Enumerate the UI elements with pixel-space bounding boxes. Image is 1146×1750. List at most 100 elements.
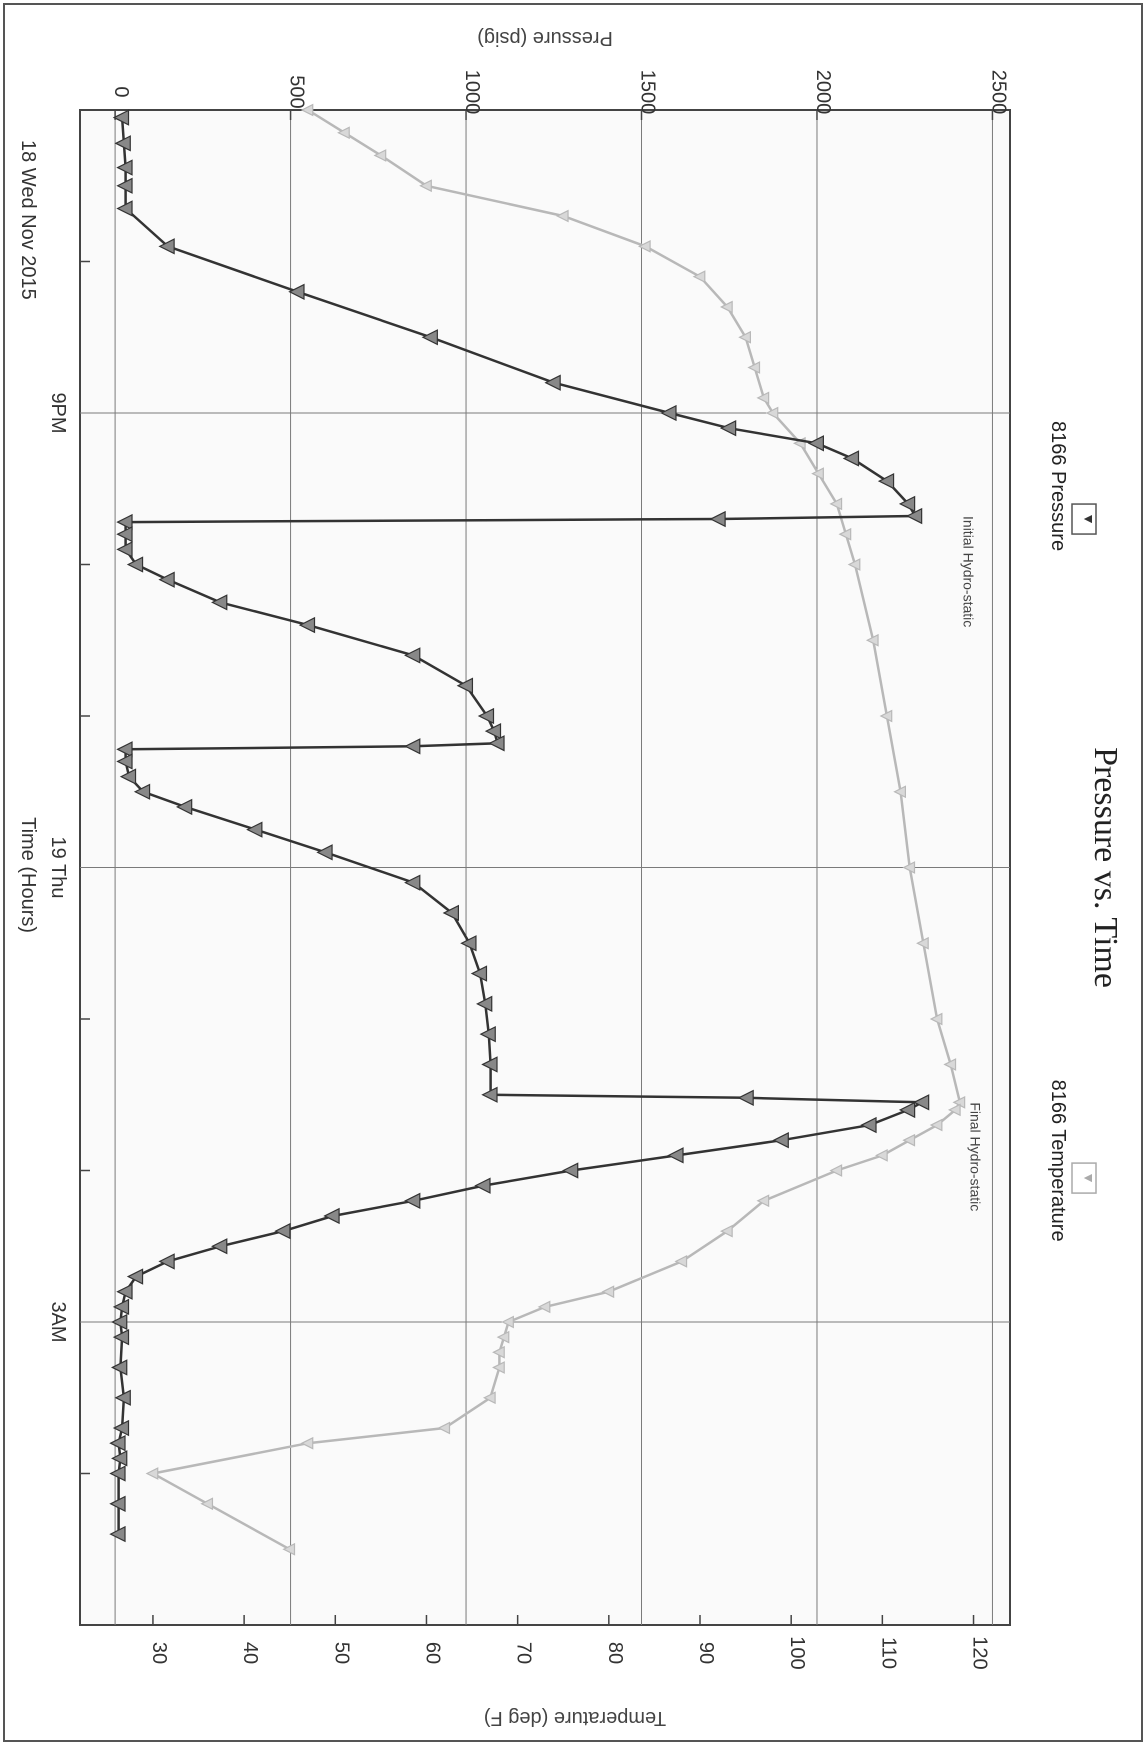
data-point xyxy=(421,329,438,346)
data-point xyxy=(720,300,733,314)
temperature-tick-label: 30 xyxy=(148,1642,170,1664)
data-point xyxy=(719,419,737,437)
data-point xyxy=(475,995,493,1013)
data-point xyxy=(893,785,906,799)
data-point xyxy=(807,435,824,452)
data-point xyxy=(860,1116,877,1134)
data-point xyxy=(496,1330,510,1344)
data-point xyxy=(737,1089,754,1106)
time-tick-label: 9PM xyxy=(47,392,69,433)
data-point xyxy=(482,1391,496,1405)
data-point xyxy=(561,1162,579,1179)
data-point xyxy=(637,239,651,253)
temperature-tick-label: 50 xyxy=(330,1642,352,1664)
data-point xyxy=(112,1328,130,1346)
data-point xyxy=(842,450,860,467)
data-point xyxy=(116,741,133,758)
data-point xyxy=(282,1542,296,1556)
data-point xyxy=(404,647,421,664)
data-point xyxy=(879,709,893,723)
data-point xyxy=(479,1025,496,1043)
legend-pressure-box xyxy=(1071,503,1097,535)
chart-title: Pressure vs. Time xyxy=(1087,747,1124,988)
data-point xyxy=(929,1118,943,1132)
legend-pressure-label: 8166 Pressure xyxy=(1047,421,1069,551)
data-point xyxy=(674,1255,688,1268)
legend-temperature-label: 8166 Temperature xyxy=(1047,1080,1069,1242)
data-point xyxy=(747,361,761,374)
data-point xyxy=(738,330,751,344)
data-point xyxy=(116,1283,133,1300)
temperature-tick-label: 90 xyxy=(695,1642,717,1664)
pressure-tick-label: 500 xyxy=(286,75,308,108)
data-point xyxy=(692,270,706,284)
data-point xyxy=(158,1253,175,1270)
data-point xyxy=(501,1315,514,1329)
data-point xyxy=(916,936,929,950)
data-point xyxy=(488,735,505,752)
data-point xyxy=(929,1012,943,1026)
data-point xyxy=(200,1497,214,1511)
data-point xyxy=(323,1207,340,1225)
data-point xyxy=(116,513,133,531)
temperature-tick-label: 60 xyxy=(421,1642,443,1664)
data-point xyxy=(474,1177,491,1194)
data-point xyxy=(709,510,726,528)
legend-pressure-marker-icon: ▼ xyxy=(1081,512,1097,526)
data-point xyxy=(116,159,133,176)
data-point xyxy=(112,109,130,126)
data-point xyxy=(112,1419,130,1437)
data-point xyxy=(288,283,305,300)
data-point xyxy=(246,821,263,838)
data-point xyxy=(175,798,193,816)
data-point xyxy=(112,1298,130,1316)
date-label: 18 Wed Nov 2015 xyxy=(17,140,39,300)
data-point xyxy=(544,374,561,391)
time-tick-label: 3AM xyxy=(47,1301,69,1342)
data-point xyxy=(404,1192,421,1209)
data-point xyxy=(437,1421,451,1435)
data-point xyxy=(902,1133,916,1147)
pressure-tick-label: 1000 xyxy=(461,70,483,115)
data-point xyxy=(484,722,502,740)
data-point xyxy=(337,126,350,140)
series-8166-temperature xyxy=(145,103,966,1556)
data-point xyxy=(537,1300,551,1314)
data-point xyxy=(145,1467,159,1480)
data-point xyxy=(316,844,333,861)
data-point xyxy=(158,238,175,255)
data-point xyxy=(875,1148,888,1162)
data-point xyxy=(116,541,133,558)
x-axis-label: Time (Hours) xyxy=(17,817,39,933)
data-point xyxy=(601,1285,615,1299)
data-point xyxy=(481,1086,498,1103)
annotation-initial-hydrostatic: Initial Hydro-static xyxy=(960,516,976,627)
data-point xyxy=(300,103,314,117)
data-point xyxy=(111,1450,128,1467)
annotation-final-hydrostatic: Final Hydro-static xyxy=(967,1102,983,1211)
data-point xyxy=(481,1056,498,1073)
data-point xyxy=(756,391,770,405)
y-left-axis-label: Pressure (psig) xyxy=(477,27,613,49)
pressure-tick-label: 2000 xyxy=(812,70,834,115)
data-point xyxy=(111,1313,128,1331)
data-point xyxy=(912,1094,930,1111)
temperature-tick-label: 70 xyxy=(513,1642,535,1664)
page-border xyxy=(3,3,1143,1742)
data-point xyxy=(947,1103,961,1117)
data-point xyxy=(211,594,228,611)
data-point xyxy=(133,783,151,800)
data-point xyxy=(373,149,387,162)
data-point xyxy=(898,1101,916,1119)
temperature-tick-label: 80 xyxy=(604,1642,626,1664)
data-point xyxy=(865,633,879,647)
data-point xyxy=(404,874,421,891)
data-point xyxy=(456,677,474,694)
data-point xyxy=(114,1389,131,1406)
temperature-tick-label: 100 xyxy=(786,1636,808,1669)
time-tick-label: 19 Thu xyxy=(47,837,69,899)
data-point xyxy=(720,1224,733,1238)
data-point xyxy=(109,1435,126,1452)
